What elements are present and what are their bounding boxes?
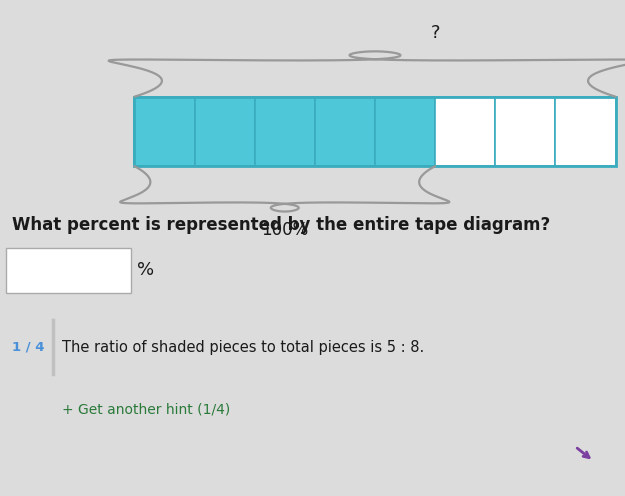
Text: The ratio of shaded pieces to total pieces is 5 : 8.: The ratio of shaded pieces to total piec… — [62, 340, 425, 355]
Bar — [194, 97, 255, 166]
Bar — [435, 97, 495, 166]
Bar — [496, 97, 556, 166]
Bar — [556, 97, 616, 166]
Bar — [134, 97, 194, 166]
Text: ?: ? — [431, 24, 440, 42]
Bar — [255, 97, 315, 166]
Text: %: % — [138, 261, 154, 279]
FancyBboxPatch shape — [6, 248, 131, 293]
Text: 150: 150 — [52, 261, 86, 279]
Bar — [134, 97, 616, 166]
Bar — [315, 97, 375, 166]
Bar — [375, 97, 435, 166]
Text: 1 / 4: 1 / 4 — [12, 341, 45, 354]
Text: + Get another hint (1/4): + Get another hint (1/4) — [62, 402, 231, 416]
Text: What percent is represented by the entire tape diagram?: What percent is represented by the entir… — [12, 216, 551, 234]
Text: 100%: 100% — [261, 221, 308, 239]
